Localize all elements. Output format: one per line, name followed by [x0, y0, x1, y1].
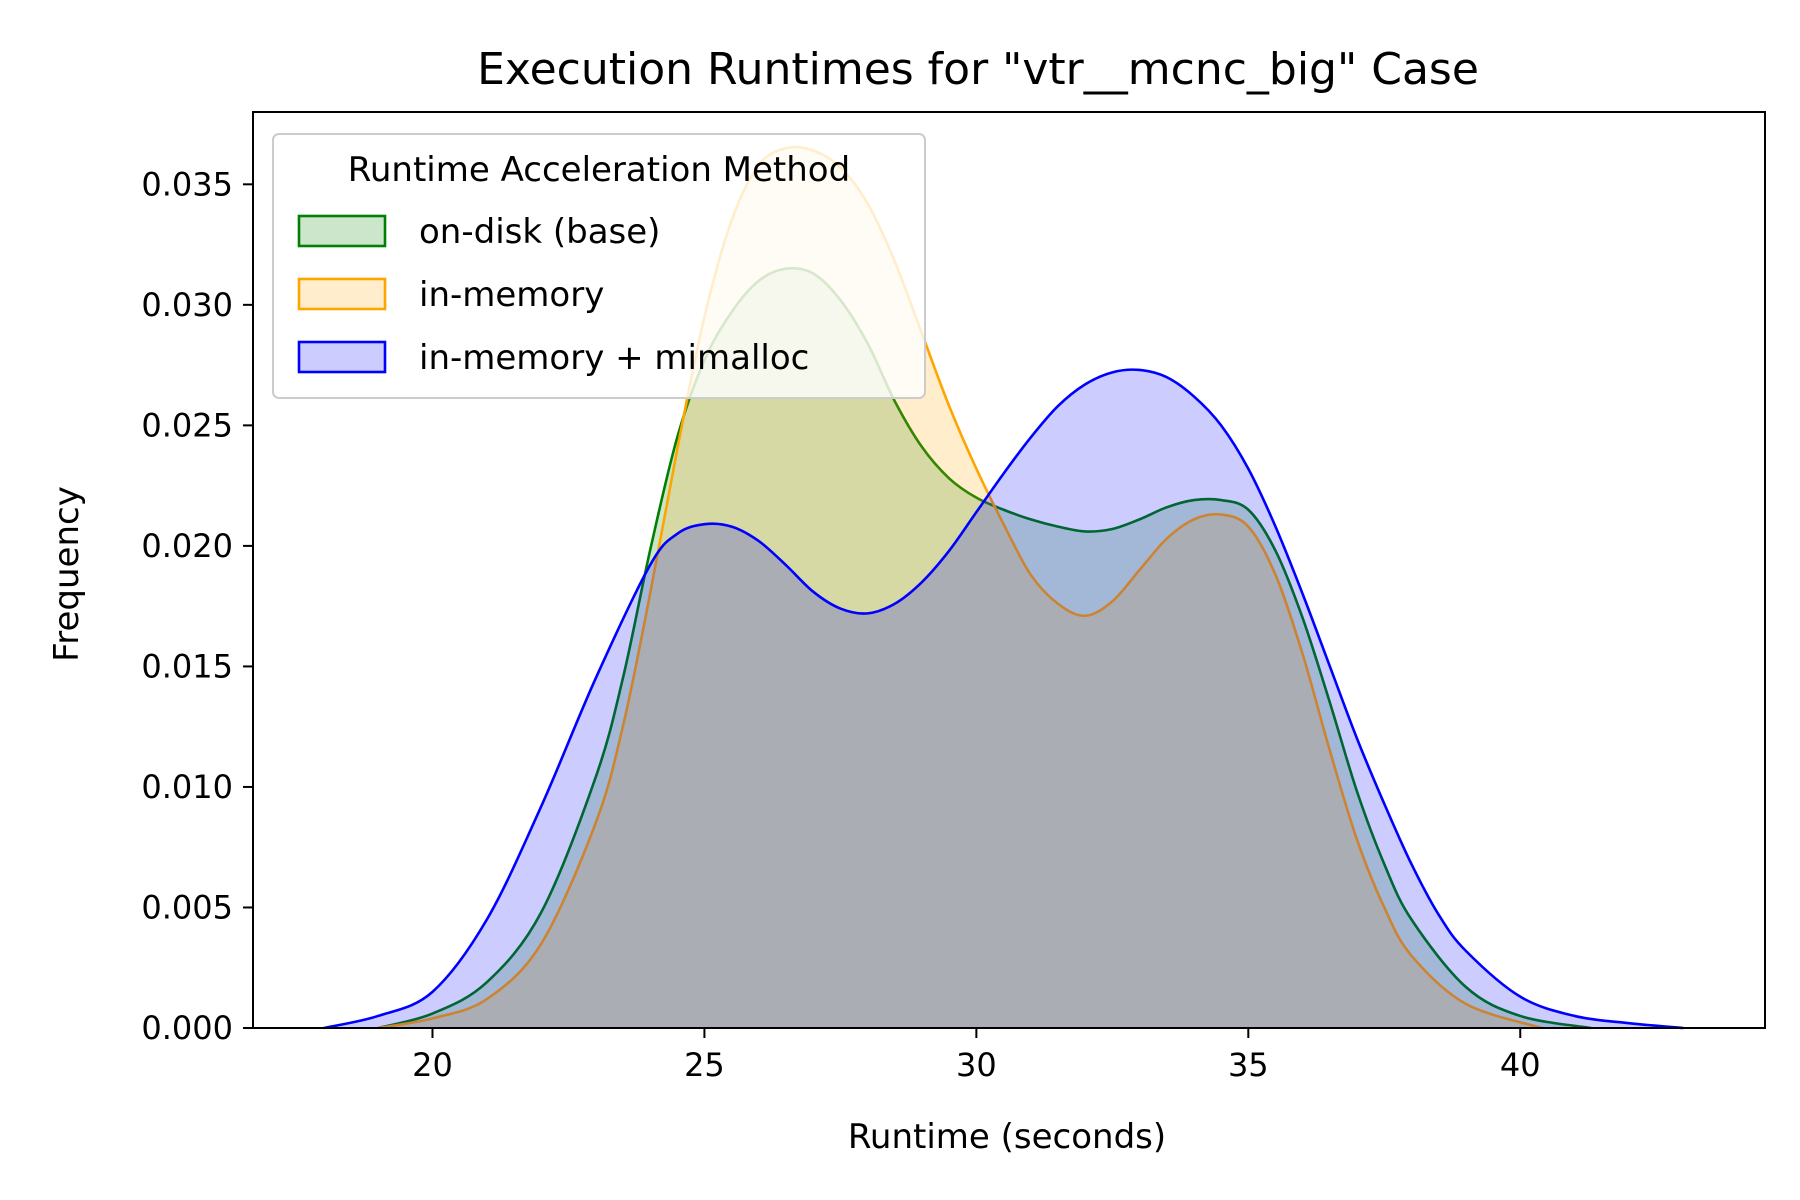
x-axis: 20 25 30 35 40: [412, 1028, 1541, 1084]
x-tick-label: 30: [956, 1046, 997, 1084]
y-axis-label: Frequency: [47, 486, 87, 662]
x-tick-label: 35: [1228, 1046, 1269, 1084]
y-tick-label: 0.000: [141, 1009, 233, 1047]
y-tick-label: 0.020: [141, 527, 233, 565]
legend-swatch-0: [297, 214, 387, 248]
x-axis-label: Runtime (seconds): [848, 1117, 1166, 1157]
x-tick-label: 20: [412, 1046, 453, 1084]
y-tick-label: 0.015: [141, 647, 233, 685]
series-area-1: [378, 146, 1543, 1028]
legend-box: [272, 133, 926, 399]
chart-title: Execution Runtimes for "vtr__mcnc_big" C…: [477, 44, 1479, 95]
y-tick-label: 0.025: [141, 406, 233, 444]
plot-area: [323, 145, 1684, 1030]
y-tick-label: 0.035: [141, 165, 233, 203]
y-tick-label: 0.030: [141, 286, 233, 324]
legend: Runtime Acceleration Method on-disk (bas…: [272, 133, 926, 399]
series-area-2: [323, 369, 1684, 1028]
y-axis: 0.000 0.005 0.010 0.015 0.020 0.025 0.030 0.035: [141, 165, 253, 1047]
y-tick-label: 0.010: [141, 768, 233, 806]
plot-frame: [252, 111, 1766, 1029]
legend-label-1: in-memory: [419, 275, 604, 315]
y-tick-label: 0.005: [141, 888, 233, 926]
legend-label-2: in-memory + mimalloc: [419, 338, 809, 378]
x-tick-label: 25: [684, 1046, 725, 1084]
legend-label-0: on-disk (base): [419, 212, 660, 252]
legend-swatch-2: [297, 340, 387, 374]
legend-swatch-1: [297, 277, 387, 311]
legend-title: Runtime Acceleration Method: [348, 150, 850, 190]
series-line-1: [377, 145, 1543, 1030]
series-line-0: [377, 266, 1592, 1030]
series-line-2: [323, 368, 1684, 1030]
x-tick-label: 40: [1500, 1046, 1541, 1084]
legend-entries: on-disk (base) in-memory in-memory + mimal…: [297, 212, 809, 378]
series-area-0: [378, 268, 1591, 1029]
